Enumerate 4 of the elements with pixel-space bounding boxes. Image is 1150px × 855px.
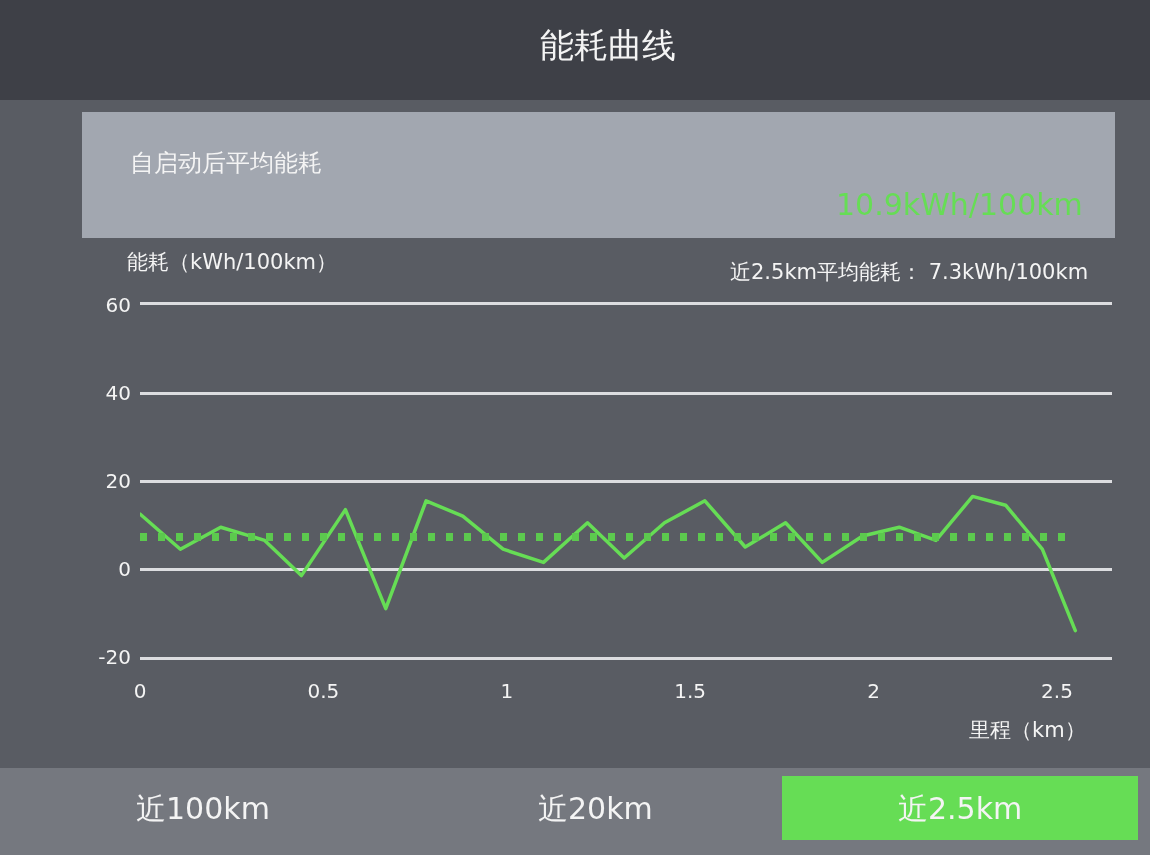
y-tick-label: 40 bbox=[105, 381, 131, 405]
y-tick-label: -20 bbox=[98, 645, 131, 669]
y-tick-label: 60 bbox=[105, 293, 131, 317]
y-tick-label: 20 bbox=[105, 469, 131, 493]
